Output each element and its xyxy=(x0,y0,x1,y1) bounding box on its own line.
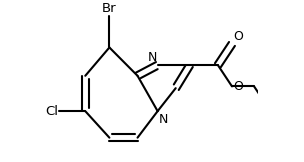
Text: Br: Br xyxy=(102,2,117,15)
Text: O: O xyxy=(233,30,244,43)
Text: O: O xyxy=(233,80,244,93)
Text: Cl: Cl xyxy=(45,105,58,118)
Text: N: N xyxy=(147,51,157,64)
Text: N: N xyxy=(158,113,168,126)
